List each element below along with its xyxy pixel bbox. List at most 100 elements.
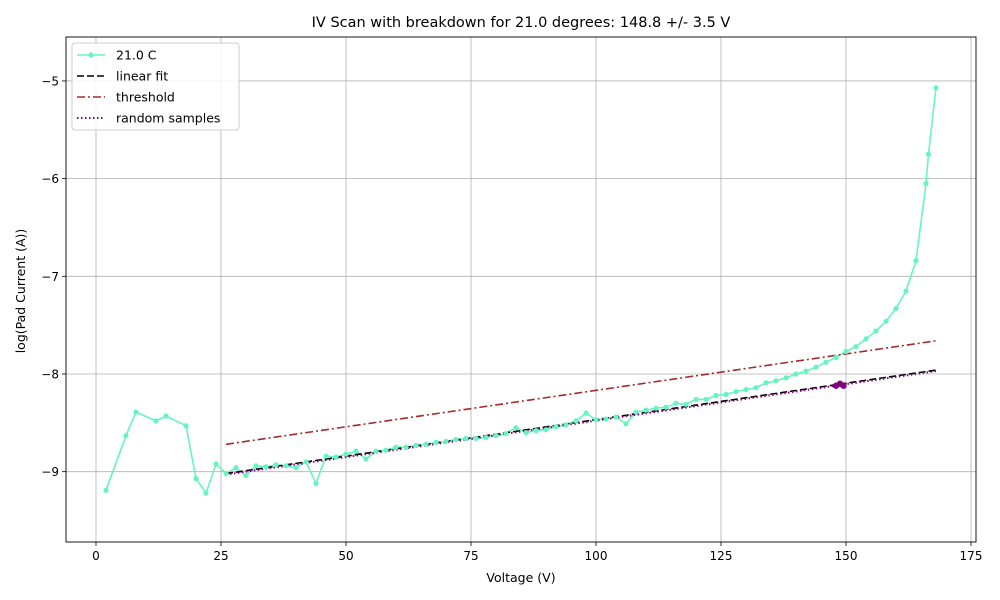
chart-title: IV Scan with breakdown for 21.0 degrees:… [312,15,731,31]
data-point [653,405,659,411]
data-point [303,459,309,465]
data-point [223,471,229,477]
data-point [603,416,609,422]
data-point [433,439,439,445]
legend-label-0: 21.0 C [116,48,157,63]
data-point [163,413,169,419]
data-point [533,428,539,434]
data-point [623,421,629,427]
data-point [833,354,839,360]
data-point [893,305,899,312]
data-point [243,472,249,479]
data-point [923,180,929,187]
data-point [513,425,519,431]
data-point [493,432,499,439]
data-point [333,454,339,460]
series-lines [105,87,937,495]
series-line-0 [105,87,937,495]
data-point [413,442,419,448]
data-point [873,328,879,334]
data-point [383,447,389,453]
data-point [403,444,409,450]
data-point [253,463,259,469]
data-point [393,444,399,450]
data-point [453,436,459,443]
data-point [233,465,239,471]
data-point [863,336,869,342]
x-tick-label: 75 [463,549,478,563]
data-point [783,375,789,381]
data-point [313,480,319,486]
data-markers [103,85,939,496]
data-point [103,487,109,493]
y-tick-label: −6 [41,172,59,186]
y-axis-ticks: −9 −8 −7 −6 −5 [41,74,66,479]
data-point [353,448,359,454]
grid-lines [66,37,976,542]
data-point [563,422,569,428]
y-axis-label: log(Pad Current (A)) [13,229,28,354]
data-point [503,430,509,437]
data-point [673,400,679,406]
data-point [773,378,779,384]
x-tick-label: 0 [92,549,100,563]
series-line-2 [225,340,937,446]
data-point [263,464,269,470]
data-point [733,388,739,395]
data-point [803,368,809,374]
data-point [473,435,479,442]
y-tick-label: −8 [41,367,59,381]
data-point [913,258,919,264]
data-point [193,475,199,482]
x-tick-label: 125 [710,549,733,563]
data-point [933,85,939,91]
data-point [423,441,429,447]
data-point [613,414,619,420]
data-point [273,462,279,468]
data-point [753,385,759,391]
data-point [633,409,639,415]
data-point [703,396,709,402]
data-point [843,348,849,355]
data-point [153,418,159,424]
data-point [443,438,449,444]
data-point [553,424,559,430]
data-point [583,410,589,416]
legend-marker [88,52,94,58]
data-point [883,318,889,324]
legend-box [71,42,240,131]
x-tick-label: 175 [960,549,983,563]
data-point [713,392,719,399]
y-tick-label: −7 [41,270,59,284]
data-point [373,448,379,454]
data-point [763,380,769,386]
x-tick-label: 50 [338,549,353,563]
y-tick-label: −9 [41,465,59,479]
data-point [903,288,909,294]
data-point [925,151,932,157]
legend-label-2: threshold [116,90,175,105]
y-tick-label: −5 [41,74,59,88]
data-point [593,417,599,423]
legend-label-3: random samples [116,111,220,126]
data-point [743,387,749,393]
data-point [203,490,209,496]
data-point [213,461,219,467]
data-point [523,429,529,436]
data-point [343,451,349,457]
plot-frame [65,36,977,543]
x-tick-label: 150 [835,549,858,563]
x-axis-ticks: 0 25 50 75 100 125 150 175 [92,542,982,563]
data-point [663,404,669,410]
data-point [183,423,189,429]
x-tick-label: 100 [585,549,608,563]
data-point [793,371,799,377]
data-point [123,432,129,439]
x-axis-label: Voltage (V) [486,570,555,585]
data-point [813,364,819,370]
data-point [573,418,579,424]
data-point [853,344,859,350]
data-point [283,463,289,469]
legend-label-1: linear fit [116,69,168,84]
